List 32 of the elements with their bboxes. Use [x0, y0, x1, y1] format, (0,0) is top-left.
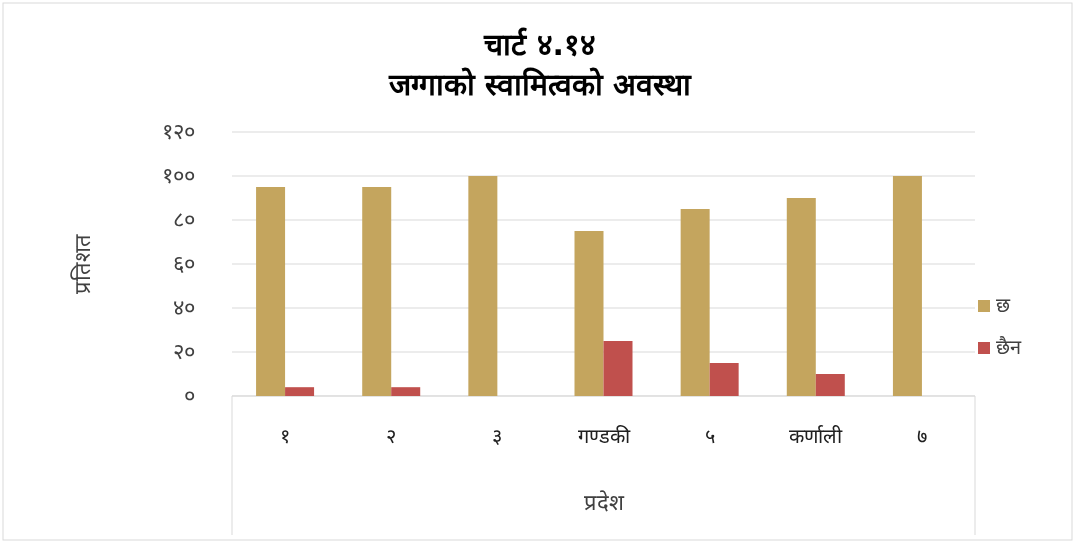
bar: [892, 176, 922, 396]
bar: [362, 187, 392, 396]
bar: [391, 387, 421, 396]
y-axis-title: प्रतिशत: [70, 234, 95, 294]
chart-subtitle: जग्गाको स्वामित्वको अवस्था: [387, 67, 693, 102]
bar: [603, 341, 633, 396]
x-tick-label: ५: [704, 424, 715, 448]
bar: [680, 209, 710, 396]
bar: [256, 187, 286, 396]
y-tick-label: ०: [184, 383, 195, 408]
bar: [285, 387, 315, 396]
x-tick-label: ३: [492, 424, 503, 448]
y-tick-label: २०: [173, 339, 195, 364]
legend-label: छैन: [996, 335, 1022, 359]
y-tick-label: ६०: [173, 251, 195, 276]
x-tick-label: कर्णाली: [789, 424, 844, 448]
chart-title: चार्ट ४.१४: [483, 27, 596, 62]
y-tick-label: ४०: [173, 295, 195, 320]
bar: [815, 374, 845, 396]
x-axis-title: प्रदेश: [583, 490, 625, 515]
y-tick-label: १००: [162, 163, 195, 188]
x-tick-label: १: [280, 424, 291, 448]
bar: [709, 363, 739, 396]
x-tick-label: २: [386, 424, 397, 448]
bar: [574, 231, 604, 396]
bar: [468, 176, 498, 396]
x-tick-label: ७: [916, 424, 927, 448]
legend-label: छ: [996, 293, 1011, 317]
y-tick-label: १२०: [162, 119, 195, 144]
y-tick-label: ८०: [173, 207, 195, 232]
x-tick-label: गण्डकी: [577, 424, 631, 448]
bar: [786, 198, 816, 396]
